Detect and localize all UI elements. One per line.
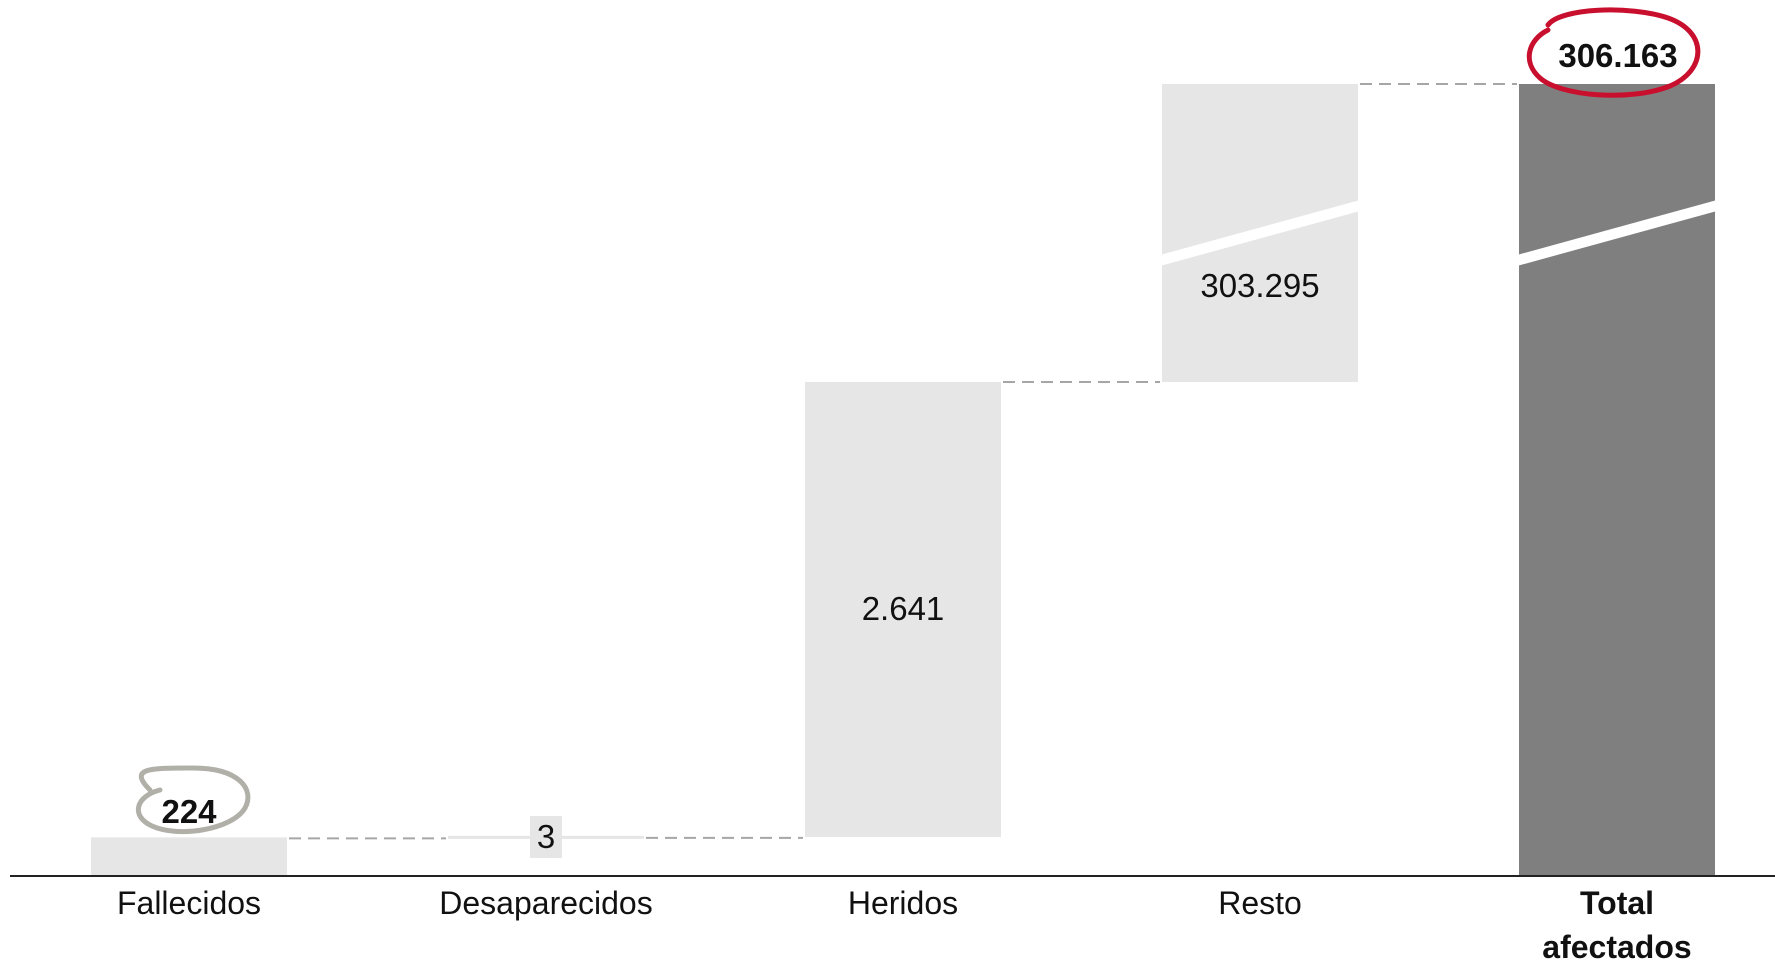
axis-breaks (1160, 200, 1717, 266)
category-labels: Fallecidos Desaparecidos Heridos Resto Total… (117, 885, 1692, 965)
highlight-circle-total (1526, 7, 1701, 98)
bars (91, 84, 1715, 876)
value-label: 224 (161, 793, 217, 830)
category-label: Total afectados (1542, 885, 1691, 965)
connector-lines (289, 83, 1517, 840)
axis-break-mark (1160, 200, 1360, 266)
highlight-circles (135, 7, 1701, 834)
category-label: Desaparecidos (439, 885, 652, 921)
axis-break-mark (1517, 200, 1717, 266)
category-label: Fallecidos (117, 885, 261, 921)
value-label: 3 (537, 818, 555, 855)
bar-fallecidos (91, 837, 287, 876)
category-label: Heridos (848, 885, 958, 921)
category-label: Resto (1218, 885, 1302, 921)
value-label: 306.163 (1558, 37, 1677, 74)
bar-heridos (805, 382, 1001, 837)
value-label: 2.641 (862, 590, 945, 627)
bar-total-afectados (1519, 84, 1715, 876)
value-labels: 224 3 2.641 303.295 306.163 (161, 37, 1677, 855)
highlight-circle-first (135, 765, 251, 834)
value-label: 303.295 (1200, 267, 1319, 304)
